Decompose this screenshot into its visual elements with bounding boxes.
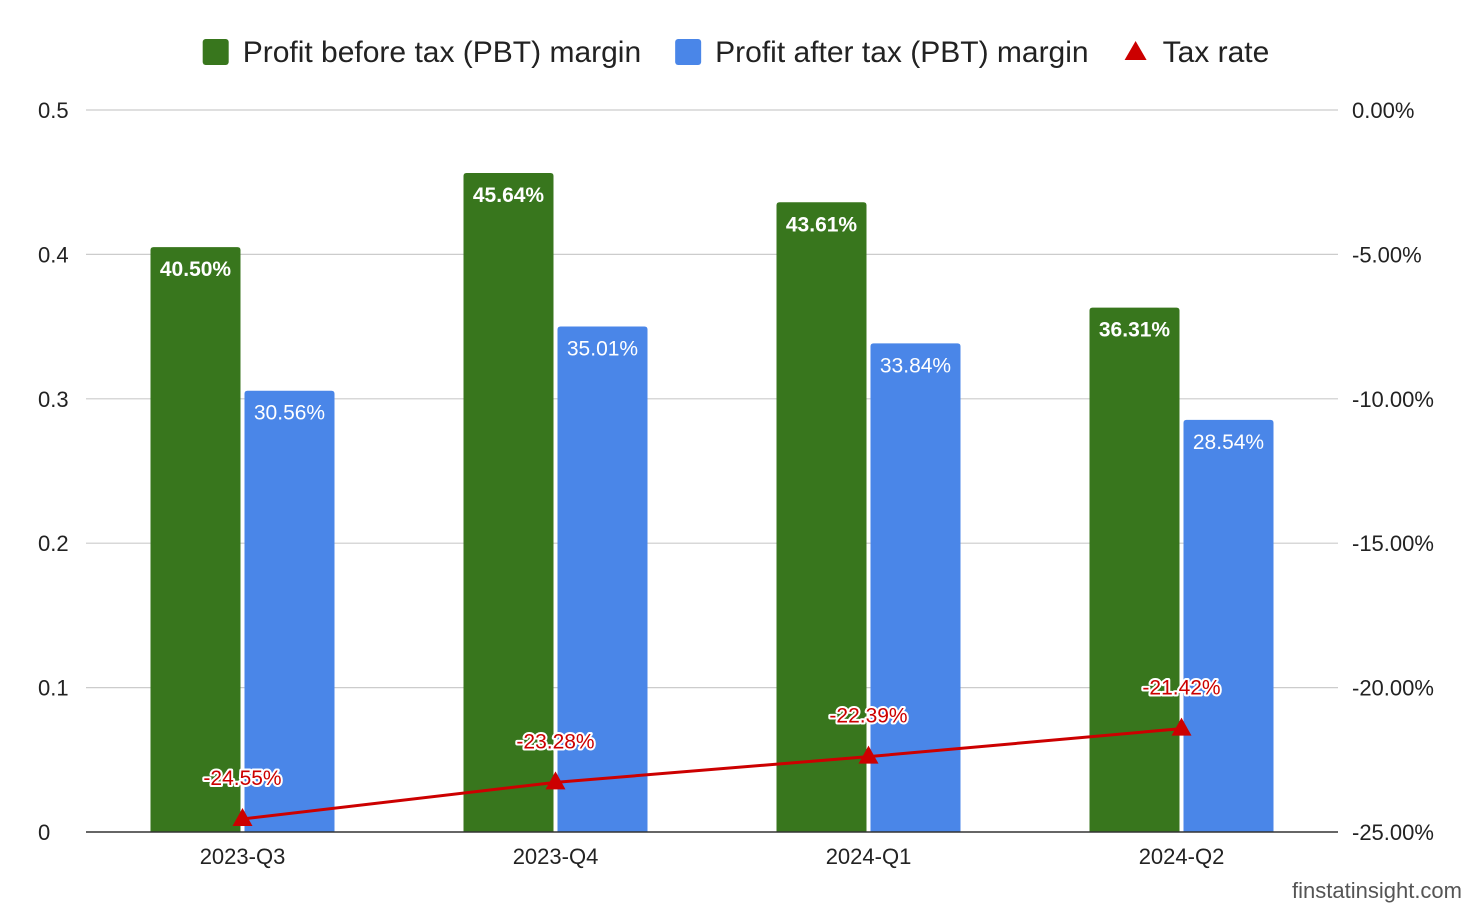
bar-data-label: 33.84% — [880, 354, 951, 377]
bars: 40.50% 30.56% 45.64% 35.01% 43.61% 33.84% 36.3… — [150, 172, 1274, 833]
tax-rate-marker — [545, 771, 566, 790]
right-tick-label: 0.00% — [1352, 98, 1414, 123]
tax-rate-marker — [1171, 717, 1192, 736]
tax-rate-data-label: -23.28% — [516, 730, 594, 753]
legend-label: Tax rate — [1163, 36, 1270, 69]
tax-rate-data-label: -21.42% — [1142, 677, 1220, 700]
legend: Profit before tax (PBT) margin Profit aft… — [202, 36, 1270, 69]
right-tick-label: -20.00% — [1352, 676, 1434, 701]
bar-pat — [557, 326, 648, 832]
bar-data-label: 35.01% — [567, 337, 638, 360]
x-tick-label: 2024-Q1 — [826, 844, 912, 869]
right-tick-label: -5.00% — [1352, 242, 1422, 267]
right-tick-label: -15.00% — [1352, 531, 1434, 556]
tax-rate-data-label: -24.55% — [203, 767, 281, 790]
tax-rate-marker — [858, 745, 879, 764]
bar-data-label: 40.50% — [160, 258, 232, 281]
bar-pbt — [1089, 307, 1180, 832]
bar-data-label: 28.54% — [1193, 431, 1264, 454]
legend-label: Profit after tax (PBT) margin — [715, 36, 1088, 69]
bar-pbt — [463, 172, 554, 833]
tax-rate-polyline — [242, 727, 1182, 821]
bar-pat — [1183, 419, 1274, 832]
left-tick-label: 0 — [38, 820, 50, 845]
x-axis: 2023-Q3 2023-Q4 2024-Q1 2024-Q2 — [200, 844, 1225, 869]
bar-data-label: 30.56% — [254, 402, 325, 425]
legend-label: Profit before tax (PBT) margin — [243, 36, 641, 69]
bar-pbt — [150, 247, 241, 832]
legend-swatch-triangle — [1124, 41, 1147, 60]
watermark-text: finstatinsight.com — [1292, 878, 1462, 903]
legend-swatch — [675, 39, 702, 65]
right-tick-label: -25.00% — [1352, 820, 1434, 845]
left-tick-label: 0.3 — [38, 387, 69, 412]
bar-pat — [244, 390, 335, 832]
left-tick-label: 0.2 — [38, 531, 69, 556]
bar-data-label: 43.61% — [786, 213, 858, 236]
left-tick-label: 0.1 — [38, 676, 69, 701]
tax-rate-data-label: -22.39% — [829, 705, 907, 728]
x-tick-label: 2023-Q4 — [513, 844, 599, 869]
x-tick-label: 2023-Q3 — [200, 844, 286, 869]
legend-swatch — [202, 39, 229, 65]
bar-data-label: 36.31% — [1099, 319, 1171, 342]
left-tick-label: 0.5 — [38, 98, 69, 123]
tax-rate-marker — [232, 808, 253, 827]
left-axis: 0 0.1 0.2 0.3 0.4 0.5 — [38, 98, 69, 845]
right-axis: -25.00% -20.00% -15.00% -10.00% -5.00% 0.00% — [1352, 98, 1434, 845]
bar-data-label: 45.64% — [473, 184, 545, 207]
right-tick-label: -10.00% — [1352, 387, 1434, 412]
left-tick-label: 0.4 — [38, 242, 69, 267]
bar-pbt — [776, 202, 867, 832]
bar-pat — [870, 343, 961, 832]
tax-rate-line: -24.55% -23.28% -22.39% -21.42% — [201, 675, 1223, 827]
x-tick-label: 2024-Q2 — [1139, 844, 1225, 869]
